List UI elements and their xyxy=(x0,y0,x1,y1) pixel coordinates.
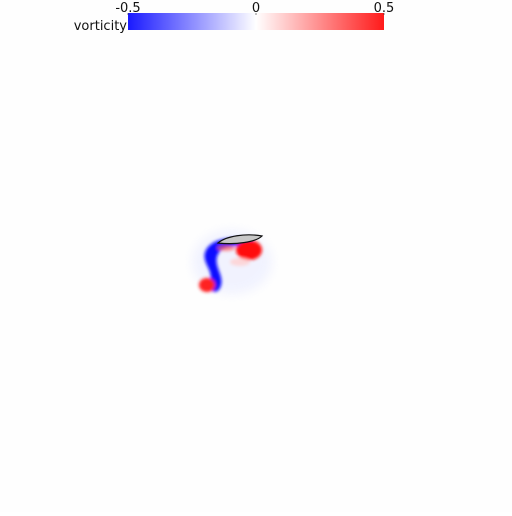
colorbar-tick-label: 0.5 xyxy=(374,1,395,16)
negative-vortex-sheet xyxy=(204,237,254,292)
colorbar-tick-label: 0 xyxy=(252,1,260,16)
colorbar-label: vorticity xyxy=(74,19,128,34)
flow-field xyxy=(192,230,272,294)
positive-vortex xyxy=(236,240,262,260)
positive-shear xyxy=(217,245,235,251)
colorbar: vorticity -0.5 0 0.5 xyxy=(74,1,395,34)
airfoil xyxy=(216,234,264,245)
weak-vorticity xyxy=(230,258,250,266)
positive-vortex xyxy=(199,278,215,292)
colorbar-gradient xyxy=(128,13,384,30)
colorbar-tick-label: -0.5 xyxy=(115,1,140,16)
